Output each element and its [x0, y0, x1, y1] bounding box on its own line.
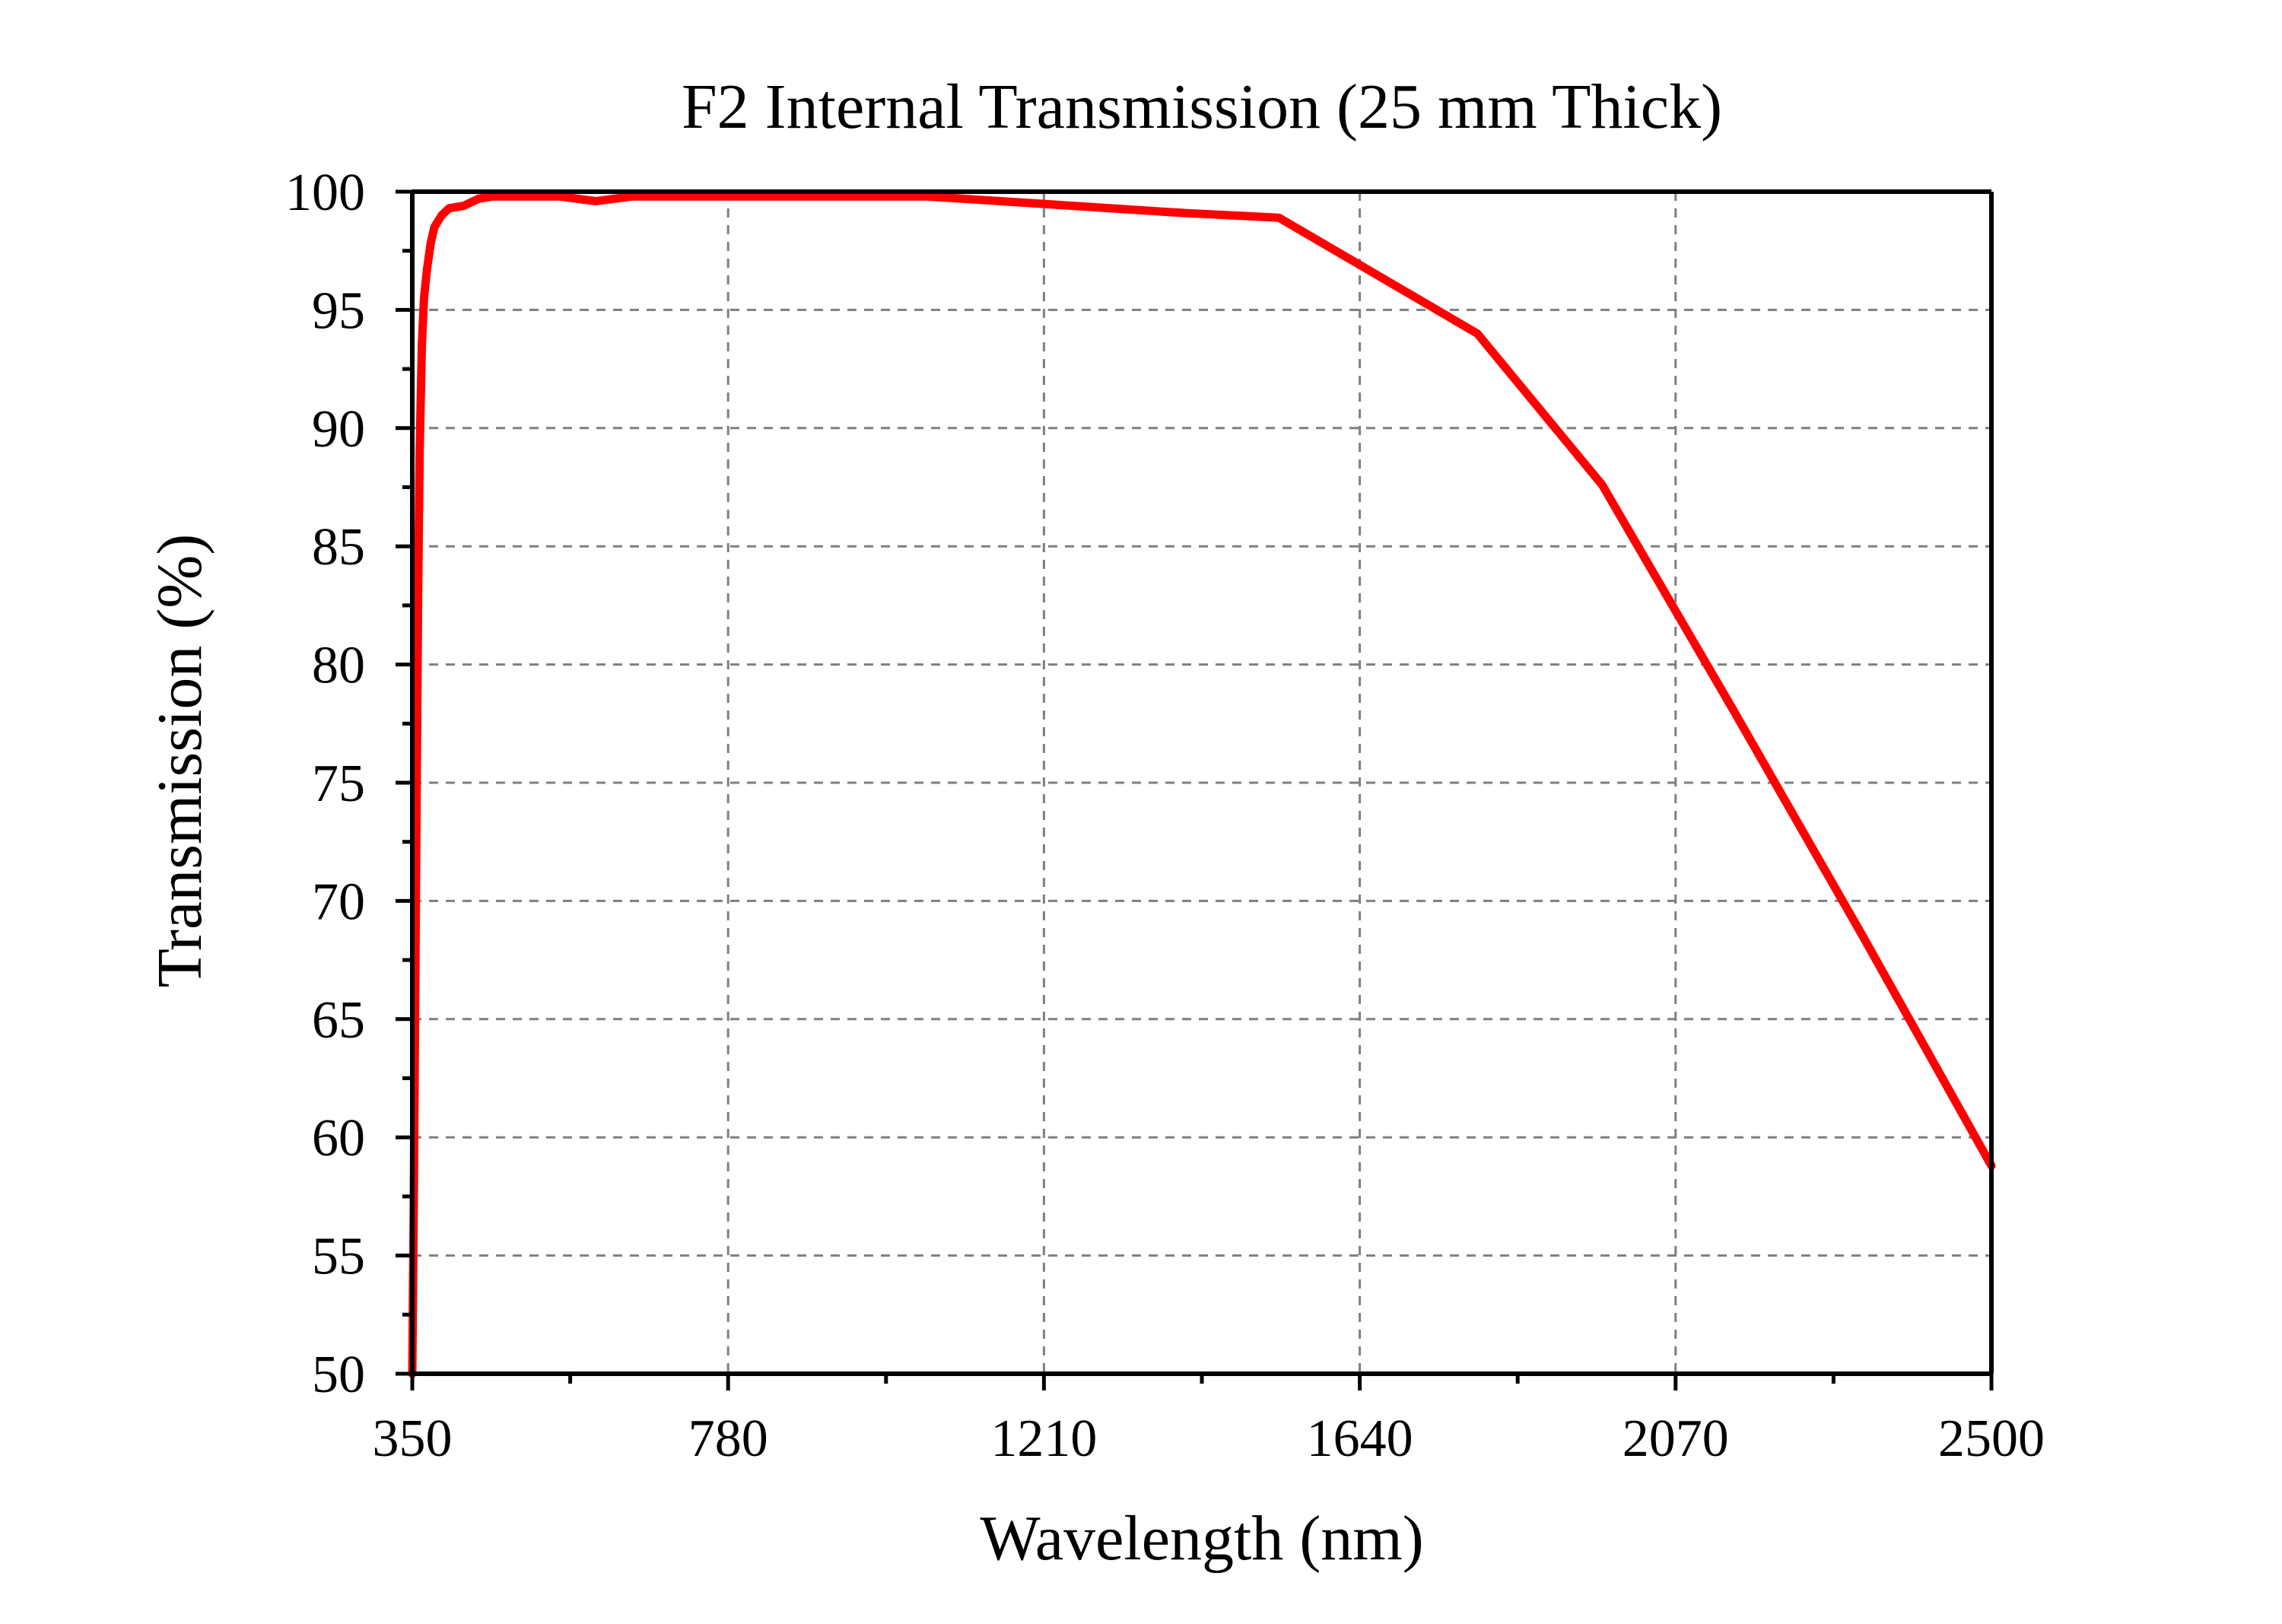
series-line-0	[408, 192, 1996, 1378]
y-tick-label: 90	[312, 400, 365, 459]
x-tick-label: 350	[373, 1409, 453, 1468]
y-tick-label: 65	[312, 991, 365, 1050]
x-tick-label: 780	[688, 1409, 768, 1468]
y-tick-label: 85	[312, 518, 365, 577]
x-tick-label: 1640	[1307, 1409, 1413, 1468]
y-tick-label: 50	[312, 1346, 365, 1404]
y-tick-label: 95	[312, 281, 365, 340]
y-tick-label: 60	[312, 1109, 365, 1168]
y-tick-label: 80	[312, 637, 365, 695]
tick-labels-layer: 350 780 1210 1640 2070 2500 50 55 60 65 70 75 80 85 90…	[285, 164, 2045, 1468]
x-tick-label: 2500	[1938, 1409, 2045, 1468]
y-tick-label: 55	[312, 1228, 365, 1286]
series-layer	[408, 192, 1996, 1378]
grid-layer	[412, 192, 1991, 1374]
chart-title: F2 Internal Transmission (25 mm Thick)	[682, 72, 1722, 142]
ticks-layer	[396, 189, 1994, 1390]
y-tick-label: 75	[312, 755, 365, 813]
y-tick-label: 70	[312, 872, 365, 931]
x-tick-label: 2070	[1623, 1409, 1729, 1468]
x-axis-label: Wavelength (nm)	[980, 1503, 1423, 1574]
x-tick-label: 1210	[990, 1409, 1097, 1468]
y-axis-label: Transmission (%)	[145, 534, 215, 988]
y-tick-label: 100	[285, 164, 365, 222]
